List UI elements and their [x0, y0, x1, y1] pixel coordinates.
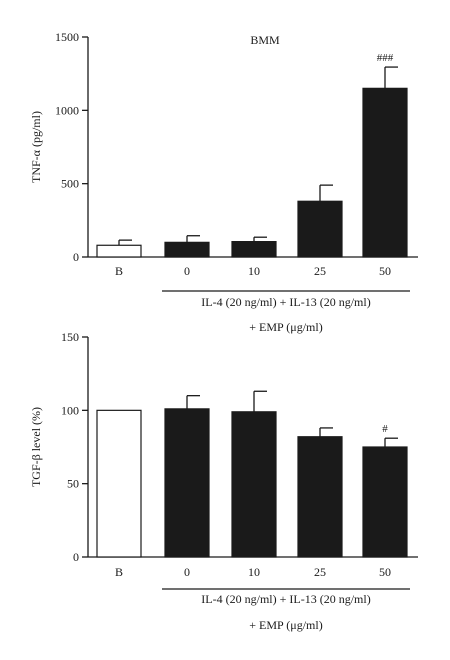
x-tick-label: 0	[184, 565, 190, 579]
bar	[297, 200, 343, 258]
bar	[96, 409, 142, 558]
significance-marker: ###	[377, 52, 394, 64]
significance-marker: #	[382, 423, 388, 435]
y-axis-title: TNF-α (pg/ml)	[29, 111, 43, 183]
y-tick-label: 1000	[55, 103, 79, 117]
x-tick-label: 10	[248, 565, 260, 579]
y-tick-label: 100	[61, 403, 79, 417]
bar	[297, 436, 343, 558]
x-tick-label: B	[115, 565, 123, 579]
x-tick-label: 50	[379, 565, 391, 579]
bar	[96, 244, 142, 258]
bar	[231, 241, 277, 258]
bar	[362, 87, 408, 258]
y-tick-label: 150	[61, 330, 79, 344]
group-label-line1: IL-4 (20 ng/ml) + IL-13 (20 ng/ml)	[201, 592, 370, 606]
bar	[164, 408, 210, 558]
group-label-line2: + EMP (μg/ml)	[249, 320, 322, 334]
x-tick-label: 25	[314, 565, 326, 579]
bar	[231, 411, 277, 558]
chart-title: BMM	[250, 33, 280, 47]
y-axis-title: TGF-β level (%)	[29, 407, 43, 487]
x-tick-label: 0	[184, 264, 190, 278]
bar	[164, 241, 210, 258]
y-tick-label: 0	[73, 250, 79, 264]
x-tick-label: 10	[248, 264, 260, 278]
y-tick-label: 50	[67, 477, 79, 491]
y-tick-label: 0	[73, 550, 79, 564]
x-tick-label: 50	[379, 264, 391, 278]
x-tick-label: 25	[314, 264, 326, 278]
group-label-line2: + EMP (μg/ml)	[249, 618, 322, 632]
x-tick-label: B	[115, 264, 123, 278]
y-tick-label: 1500	[55, 30, 79, 44]
y-tick-label: 500	[61, 177, 79, 191]
group-label-line1: IL-4 (20 ng/ml) + IL-13 (20 ng/ml)	[201, 295, 370, 309]
bar	[362, 446, 408, 558]
